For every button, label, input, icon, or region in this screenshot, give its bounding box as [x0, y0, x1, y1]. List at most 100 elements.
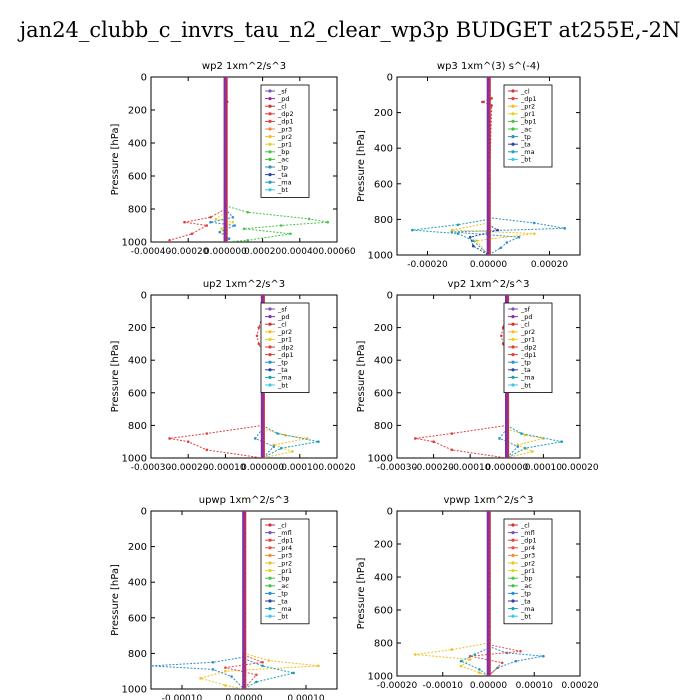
y-tick-label: 0 [141, 73, 147, 84]
zero-profile-point [486, 84, 491, 88]
series-point [450, 448, 454, 452]
legend-marker [268, 599, 272, 603]
y-tick-label: 600 [374, 179, 393, 190]
zero-profile-point [486, 525, 491, 530]
zero-profile-point [242, 647, 246, 651]
legend-entry: _ma [520, 374, 535, 382]
zero-profile-point [223, 96, 227, 100]
zero-profile-point [261, 399, 265, 403]
zero-profile-point [223, 141, 227, 145]
zero-profile-point [261, 452, 265, 456]
x-tick-label: 0.00010 [516, 681, 553, 691]
series-point [261, 661, 264, 664]
legend-marker [268, 112, 272, 116]
series-point [246, 239, 250, 242]
series-point [224, 684, 227, 687]
legend-entry: _bp [520, 575, 533, 583]
zero-profile-point [242, 607, 246, 611]
zero-profile-point [486, 616, 491, 620]
y-axis-label: Pressure [hPa] [110, 341, 121, 413]
legend-marker [511, 157, 515, 161]
series-point [255, 673, 258, 677]
zero-profile-point [486, 102, 491, 106]
legend: _cl_mfl_dp1_pr4_pr3_pr2_pr1_bp_ac_tp_ta_… [260, 518, 310, 625]
legend-marker [511, 584, 515, 588]
legend-entry: _bt [520, 381, 531, 389]
legend-marker [268, 353, 272, 357]
series-point [410, 228, 414, 232]
zero-profile-point [486, 155, 491, 159]
series-point [450, 230, 454, 234]
series-point [450, 432, 454, 435]
series-point [414, 437, 417, 440]
x-tick-label: 0.00020 [244, 247, 281, 257]
series-point [459, 659, 463, 663]
zero-profile-point [486, 558, 491, 563]
zero-profile-point [223, 112, 227, 116]
series-point [231, 220, 235, 224]
zero-profile-point [223, 157, 227, 162]
legend-entry: _pd [277, 95, 290, 103]
zero-profile-point [223, 190, 227, 195]
legend-entry: _cl [277, 521, 287, 529]
legend-entry: _pd [520, 313, 533, 321]
zero-profile-point [486, 674, 491, 676]
zero-profile-point [261, 427, 265, 432]
series-line-pr4 [470, 644, 521, 676]
zero-profile-point [486, 235, 491, 239]
y-tick-label: 1000 [368, 454, 393, 465]
series-point [261, 664, 264, 668]
legend-marker [268, 89, 272, 93]
series-point [514, 659, 518, 663]
legend-marker [268, 607, 272, 611]
zero-profile-point [242, 687, 246, 689]
x-tick-label: 0.00020 [561, 681, 598, 691]
series-point [519, 649, 522, 653]
zero-profile-point [223, 232, 227, 236]
y-axis-label: Pressure [hPa] [356, 130, 367, 202]
zero-profile-point [223, 228, 227, 232]
zero-profile-point [223, 240, 227, 242]
series-line-dp1 [169, 314, 264, 458]
zero-profile-point [242, 518, 246, 522]
legend-entry: _pr1 [520, 336, 535, 344]
series-point [560, 440, 563, 444]
legend-entry: _sf [277, 305, 288, 313]
legend-entry: _dp1 [520, 95, 537, 103]
x-tick-label: -0.00020 [168, 247, 209, 257]
series-point [471, 239, 475, 243]
legend-marker [511, 104, 515, 108]
zero-profile-point [486, 248, 491, 253]
legend-entry: _ta [520, 141, 531, 149]
y-tick-label: 400 [374, 144, 393, 155]
series-point [224, 669, 227, 673]
legend-entry: _pr1 [520, 110, 535, 118]
x-tick-label: -0.00020 [168, 463, 209, 473]
x-tick-label: 0.00000 [470, 681, 507, 691]
legend-marker [268, 591, 272, 596]
y-tick-label: 200 [128, 542, 147, 553]
series-point [255, 680, 258, 684]
zero-profile-point [223, 77, 227, 79]
y-tick-label: 200 [374, 323, 393, 334]
legend-marker [511, 150, 515, 154]
legend-marker [511, 89, 515, 93]
panel-4: vp2 1xm^2/s^3 Pressure [hPa] 0 200 400 600 800… [356, 279, 599, 473]
zero-profile-point [505, 440, 509, 444]
x-tick-label: -0.00040 [131, 247, 172, 257]
y-tick-label: 600 [128, 388, 147, 399]
zero-profile-point [242, 669, 246, 673]
zero-profile-point [261, 423, 265, 427]
legend-marker [268, 150, 272, 154]
y-tick-label: 0 [141, 507, 147, 518]
legend-marker [268, 538, 272, 542]
legend-marker [511, 569, 515, 573]
zero-profile-point [242, 682, 246, 687]
zero-profile-point [486, 657, 491, 662]
legend-marker [268, 180, 272, 184]
zero-profile-point [486, 253, 491, 255]
series-point [255, 334, 259, 338]
legend-marker [268, 188, 272, 192]
legend-marker [511, 353, 515, 357]
series-point [520, 432, 523, 435]
